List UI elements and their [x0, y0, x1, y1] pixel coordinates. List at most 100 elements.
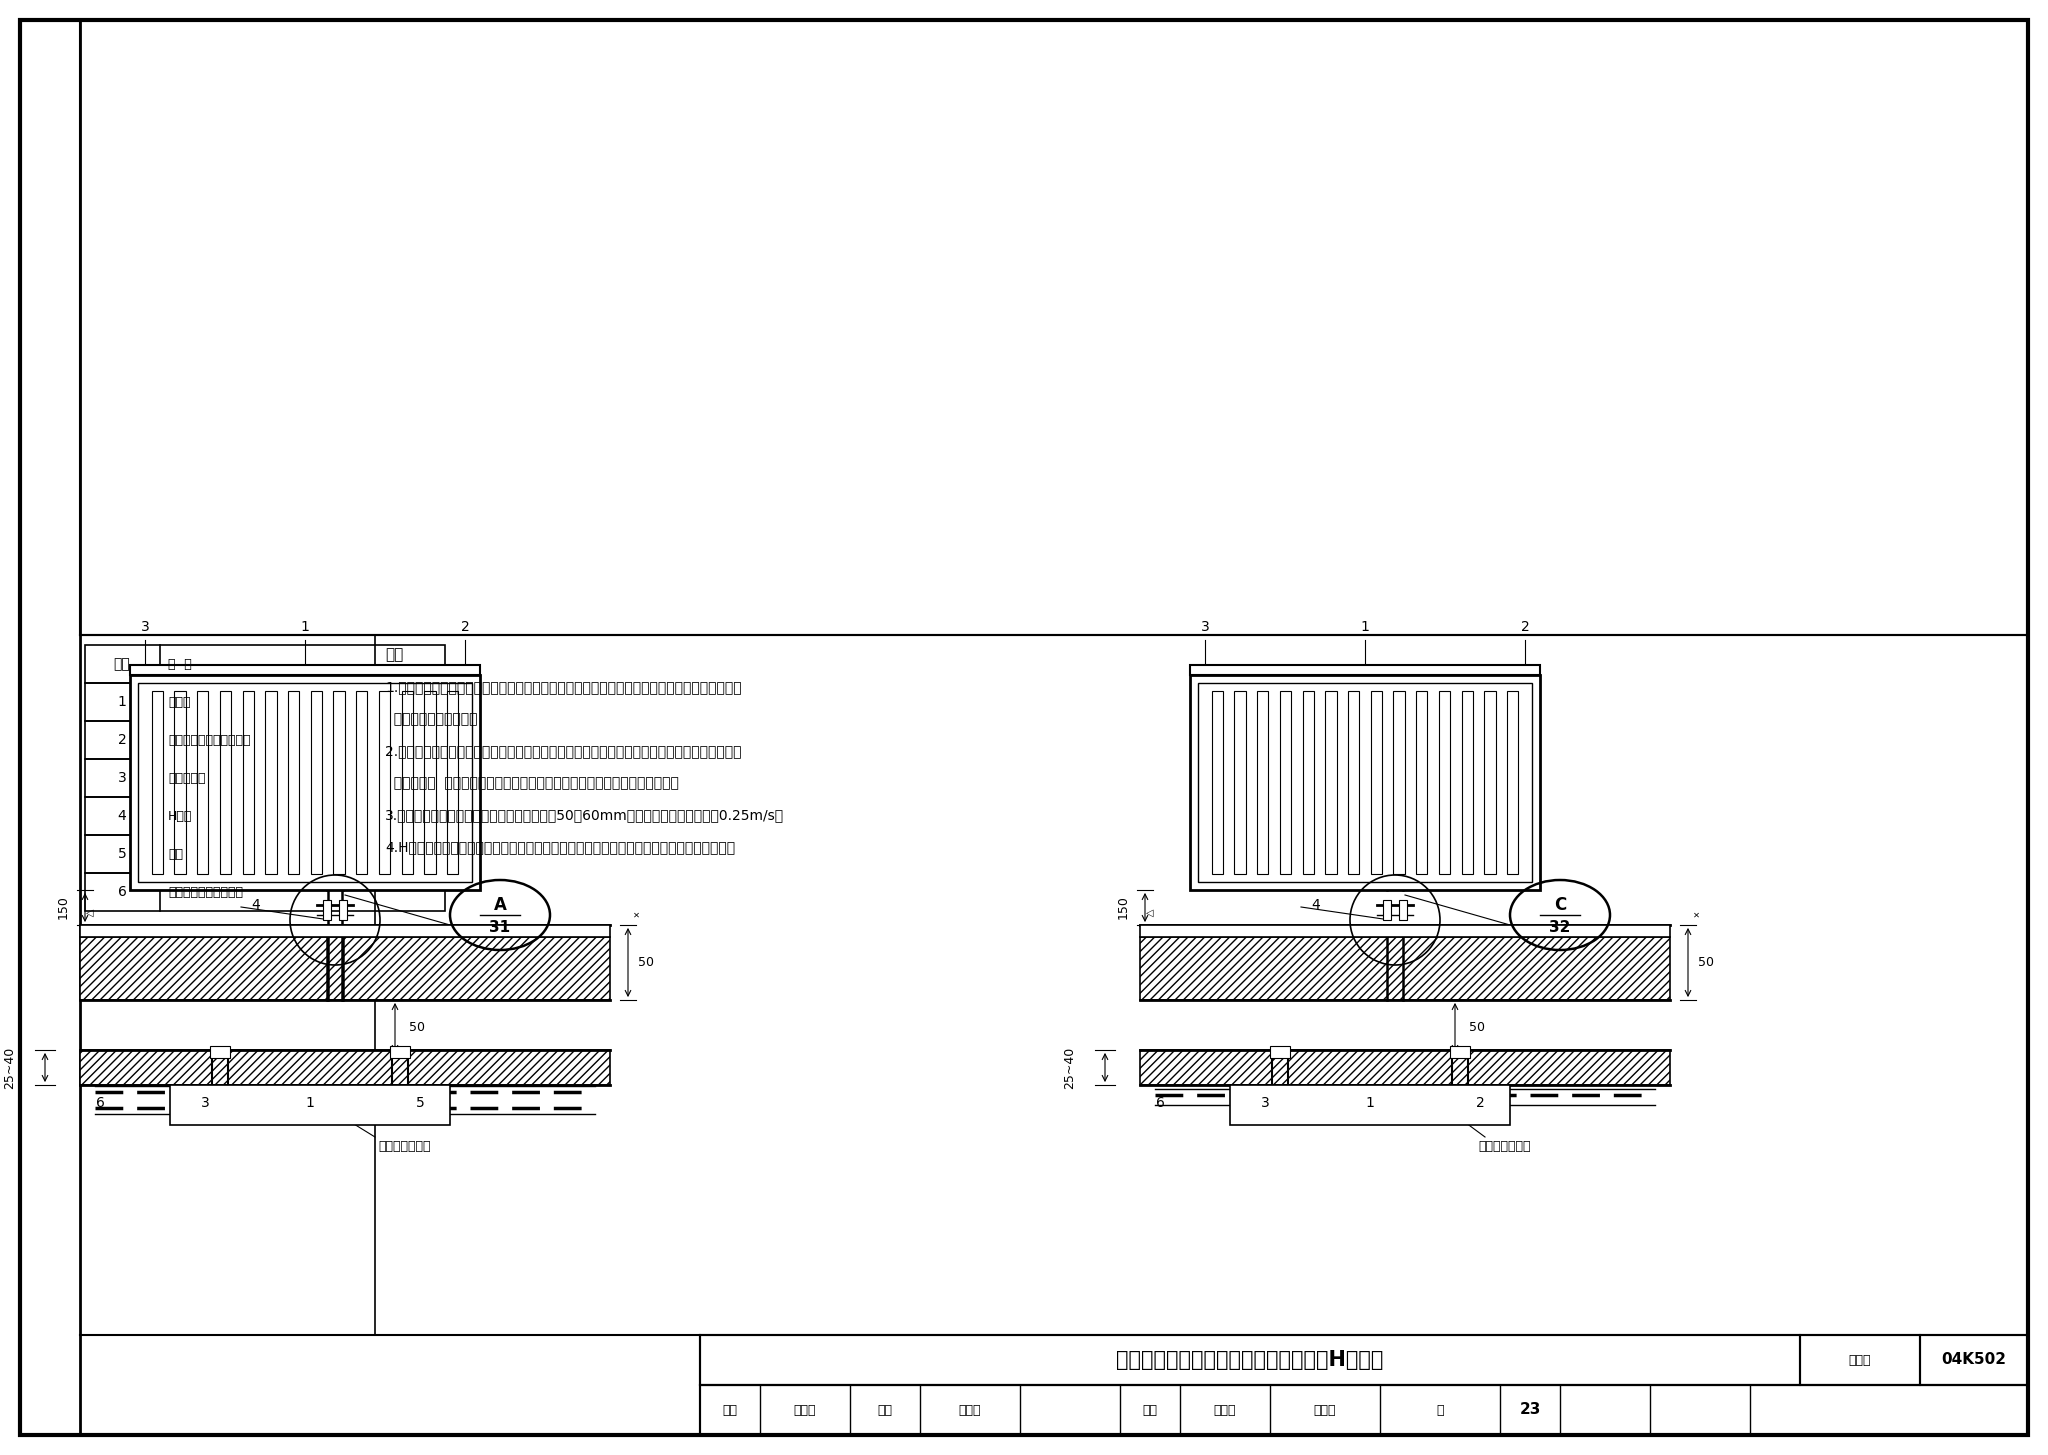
Bar [379, 691, 391, 874]
Bar [219, 691, 231, 874]
Bar [1382, 901, 1391, 920]
Text: 1: 1 [1360, 620, 1370, 634]
Bar [1399, 901, 1407, 920]
Bar [86, 722, 444, 760]
Bar [86, 645, 444, 682]
Text: 3.管道槽或填充层内并行敷设的管道间距宜为50～60mm，管道中水流速不宜小于0.25m/s。: 3.管道槽或填充层内并行敷设的管道间距宜为50～60mm，管道中水流速不宜小于0… [385, 808, 784, 822]
Text: 编号: 编号 [113, 658, 131, 671]
Text: ◁: ◁ [86, 908, 94, 918]
Bar [80, 1051, 610, 1085]
Text: 1: 1 [1366, 1096, 1374, 1110]
Text: 设计: 设计 [1143, 1404, 1157, 1417]
Text: 23: 23 [1520, 1403, 1540, 1417]
Bar [1450, 1046, 1470, 1058]
Text: 4: 4 [1311, 898, 1321, 912]
Text: 自力式散热器温度控制阀: 自力式散热器温度控制阀 [168, 733, 250, 746]
Bar [389, 1046, 410, 1058]
Text: ◁: ◁ [1147, 908, 1153, 918]
Text: 25~40: 25~40 [1063, 1046, 1077, 1088]
Text: 31: 31 [489, 920, 510, 934]
Text: 赵云民: 赵云民 [1313, 1404, 1335, 1417]
Text: 校对: 校对 [877, 1404, 893, 1417]
Text: 赵立民: 赵立民 [1214, 1404, 1237, 1417]
Bar [1348, 691, 1360, 874]
Bar [1190, 665, 1540, 675]
Bar [1231, 1085, 1509, 1125]
Bar [1507, 691, 1518, 874]
Text: A: A [494, 896, 506, 914]
Text: 手动排气阀: 手动排气阀 [168, 771, 205, 784]
Bar [1235, 691, 1245, 874]
Bar [1440, 691, 1450, 874]
Bar [446, 691, 459, 874]
Bar [1141, 925, 1669, 937]
Text: 器颜色相适的调和漆。: 器颜色相适的调和漆。 [385, 711, 477, 726]
Bar [289, 691, 299, 874]
Bar [1141, 1051, 1669, 1085]
Bar [174, 691, 186, 874]
Text: 敷设于填充层内: 敷设于填充层内 [379, 1141, 432, 1154]
Bar [1415, 691, 1427, 874]
Bar [1212, 691, 1223, 874]
Text: 页: 页 [1436, 1404, 1444, 1417]
Text: 3: 3 [201, 1096, 209, 1110]
Text: 150: 150 [57, 896, 70, 920]
Bar [311, 691, 322, 874]
Bar [1921, 1336, 2028, 1385]
Text: 4: 4 [252, 898, 260, 912]
Text: 3: 3 [1200, 620, 1210, 634]
Bar [80, 20, 2028, 634]
Bar [80, 937, 610, 1000]
Bar [86, 797, 444, 835]
Text: 1.地面以上明装管道可采用热镀锌钢管，亦可采用焊接钢管。焊接钢管除锈，防锈后宜涂与散热: 1.地面以上明装管道可采用热镀锌钢管，亦可采用焊接钢管。焊接钢管除锈，防锈后宜涂… [385, 679, 741, 694]
Text: 苏智华: 苏智华 [795, 1404, 817, 1417]
Bar [334, 691, 344, 874]
Bar [324, 901, 332, 920]
Text: 审核: 审核 [723, 1404, 737, 1417]
Text: 2: 2 [117, 733, 127, 746]
Bar [129, 675, 479, 890]
Text: 敷设于填充层内: 敷设于填充层内 [1479, 1141, 1532, 1154]
Bar [1141, 937, 1669, 1000]
Bar [700, 1385, 2028, 1435]
Text: H形阀: H形阀 [168, 809, 193, 822]
Text: 管道槽（设计要求时）: 管道槽（设计要求时） [168, 886, 244, 899]
Bar [170, 1085, 451, 1125]
Text: 32: 32 [1550, 920, 1571, 934]
Text: ✕: ✕ [633, 911, 639, 920]
Text: 付鹏晔: 付鹏晔 [958, 1404, 981, 1417]
Bar [197, 691, 209, 874]
Bar [1325, 691, 1337, 874]
Text: 注：: 注： [385, 647, 403, 662]
Text: 150: 150 [1116, 896, 1130, 920]
Text: 应选用其它  连接方式；右图为单管系统，可热熔和不可热熔塑料管道均可。: 应选用其它 连接方式；右图为单管系统，可热熔和不可热熔塑料管道均可。 [385, 776, 678, 790]
Bar [1190, 675, 1540, 890]
Text: 50: 50 [1468, 1021, 1485, 1035]
Bar [80, 925, 610, 937]
Text: 散热器: 散热器 [168, 695, 190, 709]
Text: 1: 1 [305, 1096, 315, 1110]
Bar [1485, 691, 1495, 874]
Bar [266, 691, 276, 874]
Text: 2: 2 [461, 620, 469, 634]
Bar [1800, 1336, 1921, 1385]
Text: 1: 1 [301, 620, 309, 634]
Text: 6: 6 [1155, 1096, 1165, 1110]
Text: 50: 50 [410, 1021, 426, 1035]
Bar [1462, 691, 1473, 874]
Text: 3: 3 [141, 620, 150, 634]
Text: 50: 50 [639, 956, 653, 969]
Bar [401, 691, 414, 874]
Text: ✕: ✕ [1692, 911, 1700, 920]
Bar [700, 1336, 1800, 1385]
Text: 图集号: 图集号 [1849, 1353, 1872, 1366]
Bar [424, 691, 436, 874]
Text: 6: 6 [117, 885, 127, 899]
Text: 2: 2 [1520, 620, 1530, 634]
Text: 3: 3 [1262, 1096, 1270, 1110]
Bar [1198, 682, 1532, 882]
Text: 1: 1 [117, 695, 127, 709]
Text: C: C [1554, 896, 1567, 914]
Text: 6: 6 [96, 1096, 104, 1110]
Bar [129, 665, 479, 675]
